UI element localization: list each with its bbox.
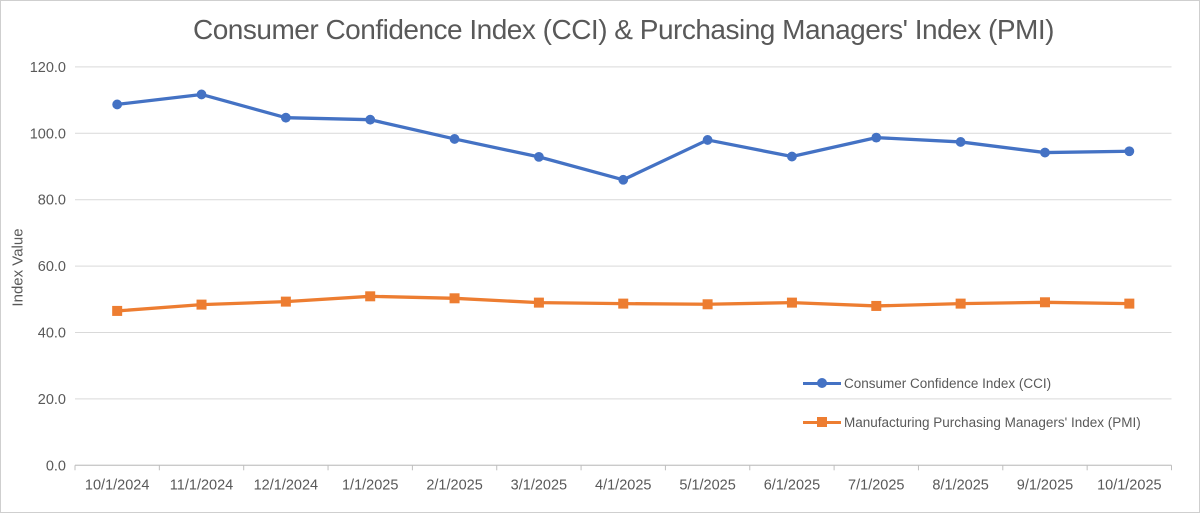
data-point-circle: [365, 114, 376, 125]
data-point-circle: [1124, 146, 1135, 157]
x-tick-label: 10/1/2025: [1097, 477, 1162, 493]
x-tick-label: 2/1/2025: [426, 477, 482, 493]
x-tick-label: 3/1/2025: [511, 477, 567, 493]
x-tick-label: 12/1/2024: [254, 477, 319, 493]
data-point-circle: [449, 134, 460, 144]
x-tick-label: 4/1/2025: [595, 477, 651, 493]
x-tick-label: 1/1/2025: [342, 477, 398, 493]
x-tick-label: 10/1/2024: [85, 477, 150, 493]
chart-title: Consumer Confidence Index (CCI) & Purcha…: [193, 14, 1054, 45]
data-point-square: [449, 293, 460, 304]
y-tick-label: 40.0: [38, 326, 66, 342]
data-point-circle: [618, 174, 629, 185]
data-point-circle: [280, 112, 291, 123]
data-point-square: [955, 298, 966, 309]
y-tick-label: 80.0: [38, 193, 66, 209]
y-tick-label: 100.0: [30, 126, 66, 142]
data-point-circle: [702, 135, 713, 145]
y-tick-label: 0.0: [46, 458, 66, 474]
y-tick-label: 20.0: [38, 392, 66, 408]
x-tick-label: 9/1/2025: [1017, 477, 1073, 493]
data-point-circle: [534, 151, 544, 162]
x-tick-label: 5/1/2025: [679, 477, 735, 493]
data-point-circle: [196, 89, 207, 100]
x-tick-label: 11/1/2024: [170, 477, 233, 493]
data-point-square: [702, 299, 713, 310]
data-point-square: [280, 296, 291, 307]
data-point-square: [786, 297, 797, 308]
data-point-square: [618, 298, 629, 309]
data-point-square: [1124, 298, 1135, 309]
data-point-square: [112, 305, 123, 316]
y-tick-label: 60.0: [38, 259, 66, 275]
data-point-circle: [955, 137, 966, 147]
data-point-square: [1039, 297, 1050, 308]
x-tick-label: 8/1/2025: [932, 477, 988, 493]
data-point-square: [533, 297, 544, 308]
data-point-circle: [1040, 147, 1050, 158]
y-tick-label: 120.0: [30, 60, 66, 76]
data-point-square: [365, 291, 376, 302]
data-point-circle: [787, 151, 797, 162]
data-point-square: [871, 300, 882, 311]
data-point-square: [196, 299, 207, 310]
data-point-circle: [871, 132, 882, 143]
x-tick-label: 7/1/2025: [848, 477, 904, 493]
x-tick-label: 6/1/2025: [764, 477, 820, 493]
series-line: [115, 92, 1131, 182]
data-point-circle: [112, 99, 123, 110]
